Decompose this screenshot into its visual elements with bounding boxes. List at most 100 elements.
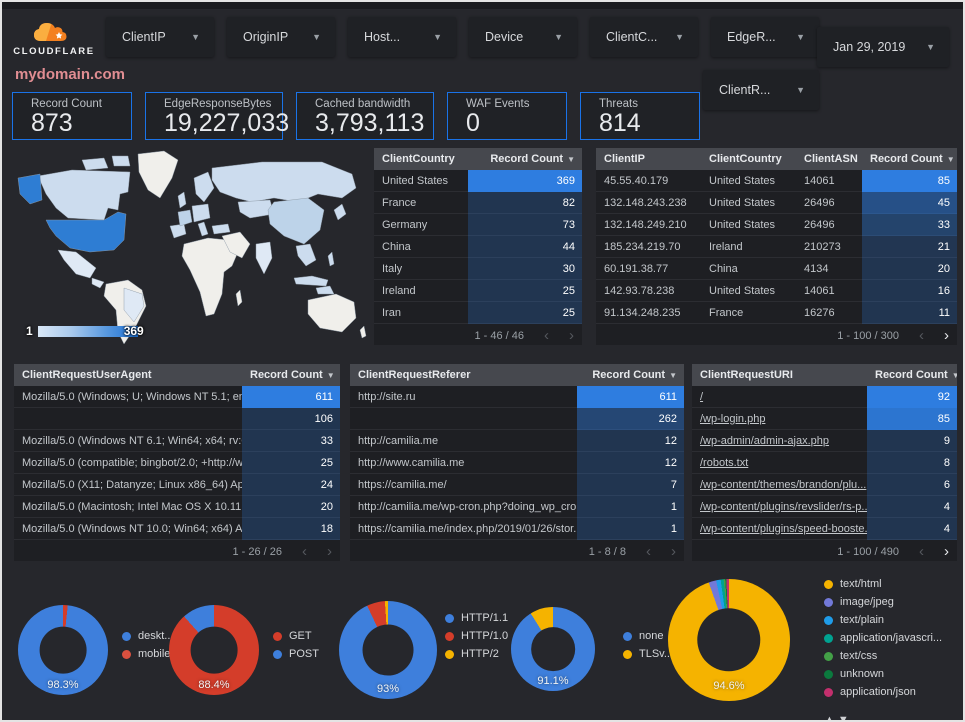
table-row[interactable]: Iran 25: [374, 301, 582, 324]
map-italy[interactable]: [197, 221, 209, 237]
table-row[interactable]: Mozilla/5.0 (X11; Datanyze; Linux x86_64…: [14, 473, 340, 496]
prev-page-icon[interactable]: ‹: [919, 327, 924, 344]
map-australia[interactable]: [307, 293, 357, 333]
map-alaska[interactable]: [17, 173, 43, 205]
map-brazil[interactable]: [123, 287, 145, 323]
table-row[interactable]: China 44: [374, 235, 582, 258]
table-row[interactable]: /wp-content/plugins/revslider/rs-p... 4: [692, 495, 957, 518]
table-row[interactable]: 142.93.78.238 United States 14061 16: [596, 279, 957, 302]
table-row[interactable]: http://www.camilia.me 12: [350, 451, 684, 474]
legend-item[interactable]: mobile: [122, 648, 182, 661]
map-united-states[interactable]: [45, 211, 127, 253]
column-header-clientasn[interactable]: ClientASN: [804, 153, 858, 165]
table-row[interactable]: Mozilla/5.0 (Windows NT 6.1; Win64; x64;…: [14, 429, 340, 452]
column-header-record-count[interactable]: Record Count▼: [592, 369, 677, 381]
column-header-record-count[interactable]: Record Count▼: [250, 369, 335, 381]
next-page-icon[interactable]: ›: [671, 543, 676, 560]
table-row[interactable]: https://camilia.me/7: [350, 473, 684, 496]
legend-item[interactable]: deskt...: [122, 630, 182, 643]
column-header-clientrequesturi[interactable]: ClientRequestURI: [700, 369, 793, 381]
legend-pager[interactable]: ▲▼: [824, 714, 852, 722]
table-row[interactable]: /wp-admin/admin-ajax.php 9: [692, 429, 957, 452]
legend-item[interactable]: application/json: [824, 686, 950, 699]
table-row[interactable]: Mozilla/5.0 (Macintosh; Intel Mac OS X 1…: [14, 495, 340, 518]
legend-item[interactable]: text/css: [824, 650, 950, 663]
map-central-europe[interactable]: [191, 203, 211, 223]
map-indonesia[interactable]: [293, 275, 329, 287]
map-greenland[interactable]: [137, 150, 179, 199]
table-row[interactable]: 132.148.249.210 United States 26496 33: [596, 213, 957, 236]
legend-item[interactable]: image/jpeg: [824, 596, 950, 609]
table-row[interactable]: http://camilia.me/wp-cron.php?doing_wp_c…: [350, 495, 684, 518]
map-china[interactable]: [267, 197, 325, 245]
legend-item[interactable]: unknown: [824, 668, 950, 681]
filter-control-edger[interactable]: EdgeR... ▼: [711, 17, 819, 57]
table-row[interactable]: 91.134.248.235 France 16276 11: [596, 301, 957, 324]
legend-item[interactable]: HTTP/1.1: [445, 612, 508, 625]
column-header-record-count[interactable]: Record Count▼: [867, 369, 957, 381]
table-row[interactable]: https://camilia.me/index.php/2019/01/26/…: [350, 517, 684, 540]
table-row[interactable]: / 92: [692, 385, 957, 408]
legend-item[interactable]: HTTP/1.0: [445, 630, 508, 643]
prev-page-icon[interactable]: ‹: [302, 543, 307, 560]
map-uk[interactable]: [177, 191, 187, 209]
column-header-record-count[interactable]: Record Count▼: [870, 153, 955, 165]
legend-item[interactable]: GET: [273, 630, 333, 643]
column-header-clientrequestuseragent[interactable]: ClientRequestUserAgent: [22, 369, 152, 381]
date-range-control[interactable]: Jan 29, 2019 ▼: [817, 27, 949, 67]
filter-control-host[interactable]: Host... ▼: [348, 17, 456, 57]
column-header-clientrequestreferer[interactable]: ClientRequestReferer: [358, 369, 471, 381]
filter-control-clientip[interactable]: ClientIP ▼: [106, 17, 214, 57]
column-header-clientcountry[interactable]: ClientCountry: [709, 153, 782, 165]
filter-control-originip[interactable]: OriginIP ▼: [227, 17, 335, 57]
legend-item[interactable]: POST: [273, 648, 333, 661]
table-row[interactable]: 106: [14, 407, 340, 430]
legend-item[interactable]: application/javascri...: [824, 632, 950, 645]
map-turkey[interactable]: [211, 223, 231, 235]
world-map[interactable]: 1 369: [12, 148, 370, 348]
map-india[interactable]: [255, 241, 273, 275]
table-row[interactable]: http://camilia.me 12: [350, 429, 684, 452]
legend-item[interactable]: HTTP/2: [445, 648, 499, 661]
prev-page-icon[interactable]: ‹: [919, 543, 924, 560]
filter-clientrequest[interactable]: ClientR... ▼: [703, 70, 819, 110]
table-row[interactable]: Mozilla/5.0 (Windows NT 10.0; Win64; x64…: [14, 517, 340, 540]
table-row[interactable]: /wp-login.php 85: [692, 407, 957, 430]
donut-chart-http-version[interactable]: 93%: [339, 601, 437, 699]
prev-page-icon[interactable]: ‹: [646, 543, 651, 560]
table-row[interactable]: 132.148.243.238 United States 26496 45: [596, 191, 957, 214]
map-japan[interactable]: [333, 203, 347, 221]
donut-chart-request-method[interactable]: 88.4%: [169, 605, 259, 695]
column-header-clientip[interactable]: ClientIP: [604, 153, 645, 165]
table-row[interactable]: France 82: [374, 191, 582, 214]
map-region[interactable]: [91, 277, 105, 289]
map-france[interactable]: [177, 209, 193, 227]
map-region[interactable]: [315, 285, 335, 295]
column-header-clientcountry[interactable]: ClientCountry: [382, 153, 455, 165]
map-russia[interactable]: [211, 161, 357, 203]
table-row[interactable]: /robots.txt 8: [692, 451, 957, 474]
table-row[interactable]: http://site.ru 611: [350, 385, 684, 408]
table-row[interactable]: Mozilla/5.0 (compatible; bingbot/2.0; +h…: [14, 451, 340, 474]
legend-item[interactable]: TLSv...: [623, 648, 693, 661]
table-row[interactable]: 185.234.219.70 Ireland 210273 21: [596, 235, 957, 258]
map-iberia[interactable]: [169, 223, 187, 239]
map-canada[interactable]: [37, 169, 131, 221]
table-row[interactable]: 60.191.38.77 China 4134 20: [596, 257, 957, 280]
legend-item[interactable]: text/html: [824, 578, 950, 591]
next-page-icon[interactable]: ›: [569, 327, 574, 344]
filter-control-device[interactable]: Device ▼: [469, 17, 577, 57]
map-region[interactable]: [81, 157, 109, 171]
legend-item[interactable]: none: [623, 630, 693, 643]
donut-chart-tls-version[interactable]: 91.1%: [511, 607, 595, 691]
map-region[interactable]: [327, 251, 335, 267]
legend-item[interactable]: text/plain: [824, 614, 950, 627]
table-row[interactable]: /wp-content/themes/brandon/plu... 6: [692, 473, 957, 496]
map-central-asia[interactable]: [237, 199, 275, 219]
table-row[interactable]: Ireland 25: [374, 279, 582, 302]
next-page-icon[interactable]: ›: [327, 543, 332, 560]
filter-control-clientc[interactable]: ClientC... ▼: [590, 17, 698, 57]
table-row[interactable]: Italy 30: [374, 257, 582, 280]
donut-chart-content-type[interactable]: 94.6%: [668, 579, 790, 701]
next-page-icon[interactable]: ›: [944, 543, 949, 560]
